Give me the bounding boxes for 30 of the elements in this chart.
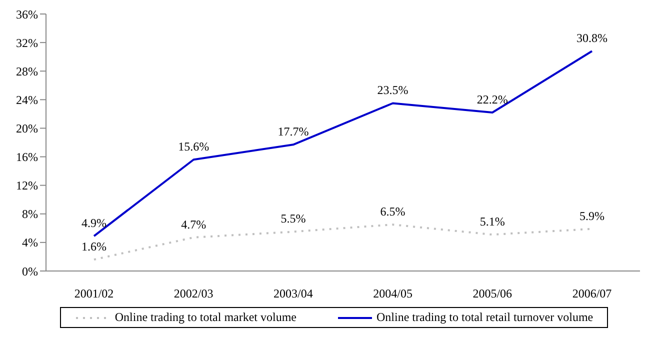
data-label: 1.6% — [82, 240, 106, 254]
y-tick-label: 20% — [16, 121, 38, 136]
data-label: 15.6% — [178, 140, 210, 154]
y-tick-label: 32% — [16, 36, 38, 50]
data-label: 17.7% — [278, 124, 309, 139]
y-tick-label: 24% — [16, 92, 38, 107]
y-tick-label: 0% — [22, 264, 38, 278]
y-tick-label: 28% — [16, 64, 38, 78]
legend-label: Online trading to total market volume — [114, 310, 296, 325]
data-label: 6.5% — [380, 204, 406, 219]
x-tick-label: 2001/02 — [74, 286, 114, 301]
y-tick-label: 12% — [16, 178, 38, 193]
data-label: 5.5% — [280, 212, 306, 226]
data-label: 30.8% — [576, 31, 608, 46]
y-tick-label: 36% — [16, 7, 38, 22]
y-tick-label: 8% — [22, 207, 38, 222]
x-tick-label: 2004/05 — [373, 286, 412, 301]
data-label: 5.9% — [580, 208, 604, 223]
x-tick-label: 2002/03 — [174, 286, 214, 301]
y-tick-label: 4% — [22, 236, 38, 250]
data-label: 22.2% — [476, 92, 508, 107]
data-label: 4.9% — [82, 216, 106, 230]
legend-label: Online trading to total retail turnover volume — [376, 310, 594, 325]
x-tick-label: 2003/04 — [274, 286, 313, 301]
x-tick-label: 2005/06 — [472, 286, 512, 301]
x-tick-label: 2006/07 — [572, 286, 612, 301]
data-label: 5.1% — [480, 214, 505, 229]
y-tick-label: 16% — [16, 150, 38, 164]
data-label: 4.7% — [181, 217, 206, 232]
data-label: 23.5% — [377, 83, 408, 98]
